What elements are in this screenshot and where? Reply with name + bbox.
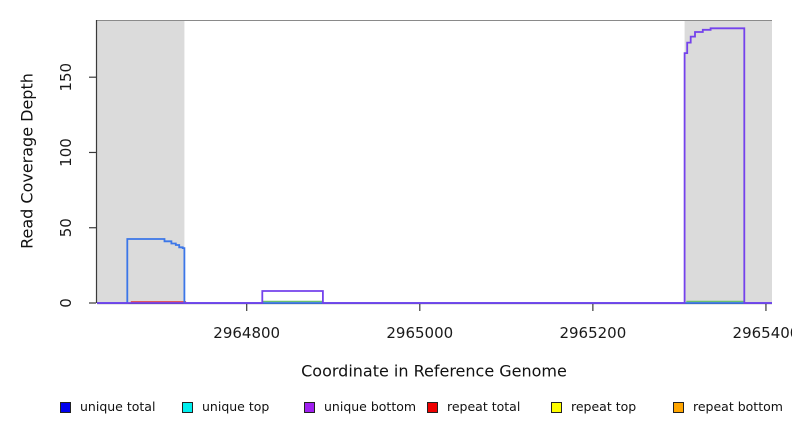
y-tick-label: 0 [57,298,75,308]
shaded-region [684,20,772,303]
x-tick-label: 2965000 [386,324,453,342]
shaded-region [97,20,185,303]
series-unique-total [97,238,772,304]
y-axis-title: Read Coverage Depth [17,73,37,249]
y-tick-label: 150 [57,63,75,92]
series-unique-bottom [97,27,772,304]
x-tick-label: 2965200 [559,324,626,342]
y-tick-label: 100 [57,138,75,167]
x-axis-title: Coordinate in Reference Genome [301,361,567,381]
x-tick-label: 2964800 [213,324,280,342]
y-tick-label: 50 [57,218,75,237]
